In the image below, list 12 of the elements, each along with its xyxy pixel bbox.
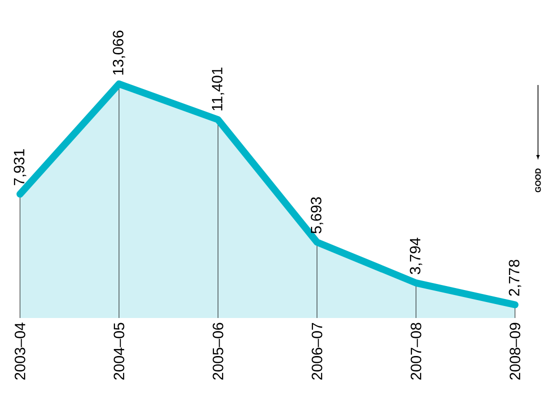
x-tick-label: 2005–06	[212, 322, 224, 380]
data-label: 11,401	[212, 68, 224, 110]
x-tick-label: 2007–08	[410, 322, 422, 380]
x-tick-label: 2004–05	[114, 322, 124, 380]
data-label: 7,931	[14, 149, 26, 186]
data-label: 3,794	[410, 238, 422, 274]
x-tick-label: 2008–09	[510, 322, 520, 380]
x-tick-label: 2006–07	[312, 322, 322, 380]
data-label: 2,778	[508, 260, 522, 296]
data-label: 5,693	[310, 197, 324, 234]
x-tick-label: 2003–04	[14, 322, 26, 380]
data-label: 13,066	[112, 30, 126, 75]
